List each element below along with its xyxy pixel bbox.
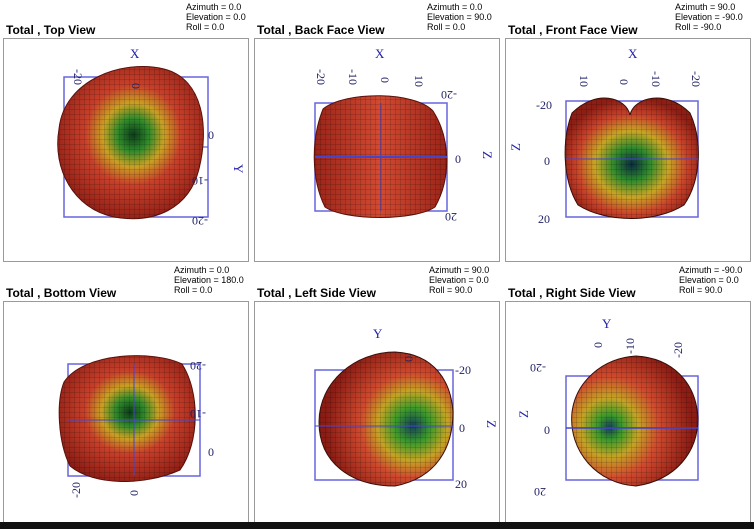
tick-label: 0 — [208, 445, 214, 459]
tick-label: -10 — [346, 69, 360, 85]
tick-label: 10 — [577, 75, 591, 87]
panel-title: Total , Left Side View — [257, 286, 376, 300]
orientation-readout: Azimuth = 90.0 Elevation = -90.0 Roll = … — [675, 2, 743, 32]
roll-readout: Roll = 0.0 — [174, 285, 213, 295]
panel-right-side-view: Total , Right Side View Azimuth = -90.0 … — [502, 263, 753, 526]
azimuth-readout: Azimuth = -90.0 — [679, 265, 743, 275]
orientation-readout: Azimuth = 90.0 Elevation = 0.0 Roll = 90… — [429, 265, 489, 295]
axis-label-b: Y — [231, 164, 246, 174]
tick-label: -20 — [689, 71, 703, 87]
azimuth-readout: Azimuth = 0.0 — [186, 2, 242, 12]
axis-label-b: Z — [508, 143, 523, 151]
tick-label: -20 — [314, 69, 328, 85]
panel-left-side-view: Total , Left Side View Azimuth = 90.0 El… — [251, 263, 502, 526]
tick-label: -20 — [530, 361, 546, 375]
tick-label: -20 — [536, 98, 552, 112]
elevation-readout: Elevation = 0.0 — [186, 12, 246, 22]
panel-title: Total , Front Face View — [508, 23, 638, 37]
tick-label: 0 — [402, 356, 416, 362]
tick-label: -20 — [71, 69, 85, 85]
tick-label: -10 — [623, 338, 637, 354]
panel-title: Total , Top View — [6, 23, 96, 37]
tick-label: 0 — [378, 77, 392, 83]
roll-readout: Roll = 90.0 — [679, 285, 723, 295]
axis-label-a: Y — [373, 326, 383, 341]
orientation-readout: Azimuth = 0.0 Elevation = 0.0 Roll = 0.0 — [186, 2, 246, 32]
azimuth-readout: Azimuth = 0.0 — [174, 265, 230, 275]
azimuth-readout: Azimuth = 90.0 — [429, 265, 490, 275]
pattern-plot: X Z -20 -10 0 10 -20 0 20 — [313, 46, 495, 224]
tick-label: -20 — [671, 342, 685, 358]
tick-label: 0 — [617, 79, 631, 85]
plot-viewport[interactable]: Y 0 -10 -20 Z -20 0 20 — [505, 301, 751, 525]
pattern-plot: Y 0 Z -20 0 20 — [314, 326, 499, 491]
panel-bottom-view: Total , Bottom View Azimuth = 0.0 Elevat… — [0, 263, 251, 526]
tick-label: 0 — [544, 154, 550, 168]
panel-title: Total , Right Side View — [508, 286, 636, 300]
panel-back-face-view: Total , Back Face View Azimuth = 0.0 Ele… — [251, 0, 502, 263]
pattern-plot: X Z 10 0 -10 -20 -20 0 20 — [508, 46, 703, 226]
tick-label: -20 — [192, 214, 208, 228]
tick-label: 10 — [412, 75, 426, 87]
tick-label: 0 — [129, 83, 143, 89]
pattern-plot: X Y -20 0 0 -10 -20 — [57, 46, 246, 228]
tick-label: 0 — [455, 152, 461, 166]
tick-label: -20 — [441, 88, 457, 102]
tick-label: 20 — [538, 212, 550, 226]
axis-label-a: X — [375, 46, 385, 61]
panel-title: Total , Back Face View — [257, 23, 385, 37]
tick-label: -20 — [190, 359, 206, 373]
tick-label: 0 — [544, 423, 550, 437]
azimuth-readout: Azimuth = 90.0 — [675, 2, 736, 12]
tick-label: -20 — [455, 363, 471, 377]
orientation-readout: Azimuth = 0.0 Elevation = 90.0 Roll = 0.… — [427, 2, 492, 32]
elevation-readout: Elevation = 0.0 — [429, 275, 489, 285]
tick-label: -10 — [192, 174, 208, 188]
tick-label: -20 — [69, 482, 83, 498]
azimuth-readout: Azimuth = 0.0 — [427, 2, 483, 12]
roll-readout: Roll = 90.0 — [429, 285, 473, 295]
elevation-readout: Elevation = 90.0 — [427, 12, 492, 22]
roll-readout: Roll = -90.0 — [675, 22, 722, 32]
tick-label: 0 — [591, 342, 605, 348]
pattern-plot: Y -20 -10 0 -20 0 X — [58, 355, 214, 524]
roll-readout: Roll = 0.0 — [427, 22, 466, 32]
panel-title: Total , Bottom View — [6, 286, 117, 300]
tick-label: 20 — [534, 485, 546, 499]
tick-label: 0 — [459, 421, 465, 435]
window-bottom-edge — [0, 522, 754, 529]
axis-label-b: Z — [484, 420, 499, 428]
tick-label: 0 — [127, 490, 141, 496]
axis-label-a: X — [628, 46, 638, 61]
roll-readout: Roll = 0.0 — [186, 22, 225, 32]
plot-viewport[interactable]: X Z 10 0 -10 -20 -20 0 20 — [505, 38, 751, 262]
panel-front-face-view: Total , Front Face View Azimuth = 90.0 E… — [502, 0, 753, 263]
axis-label-a: X — [130, 46, 140, 61]
tick-label: -10 — [190, 407, 206, 421]
plot-viewport[interactable]: X Z -20 -10 0 10 -20 0 20 — [254, 38, 500, 262]
axis-label-a: Y — [602, 316, 612, 331]
tick-label: 20 — [455, 477, 467, 491]
elevation-readout: Elevation = 180.0 — [174, 275, 244, 285]
orientation-readout: Azimuth = -90.0 Elevation = 0.0 Roll = 9… — [679, 265, 742, 295]
tick-label: 0 — [208, 128, 214, 142]
plot-viewport[interactable]: Y 0 Z -20 0 20 — [254, 301, 500, 525]
plot-viewport[interactable]: X Y -20 0 0 -10 -20 — [3, 38, 249, 262]
tick-label: 20 — [445, 210, 457, 224]
elevation-readout: Elevation = 0.0 — [679, 275, 739, 285]
axis-label-b: Z — [480, 151, 495, 159]
elevation-readout: Elevation = -90.0 — [675, 12, 743, 22]
orientation-readout: Azimuth = 0.0 Elevation = 180.0 Roll = 0… — [174, 265, 244, 295]
plot-viewport[interactable]: Y -20 -10 0 -20 0 X — [3, 301, 249, 525]
tick-label: -10 — [649, 71, 663, 87]
panel-top-view: Total , Top View Azimuth = 0.0 Elevation… — [0, 0, 251, 263]
pattern-plot: Y 0 -10 -20 Z -20 0 20 — [516, 316, 699, 499]
axis-label-b: Z — [516, 410, 531, 418]
